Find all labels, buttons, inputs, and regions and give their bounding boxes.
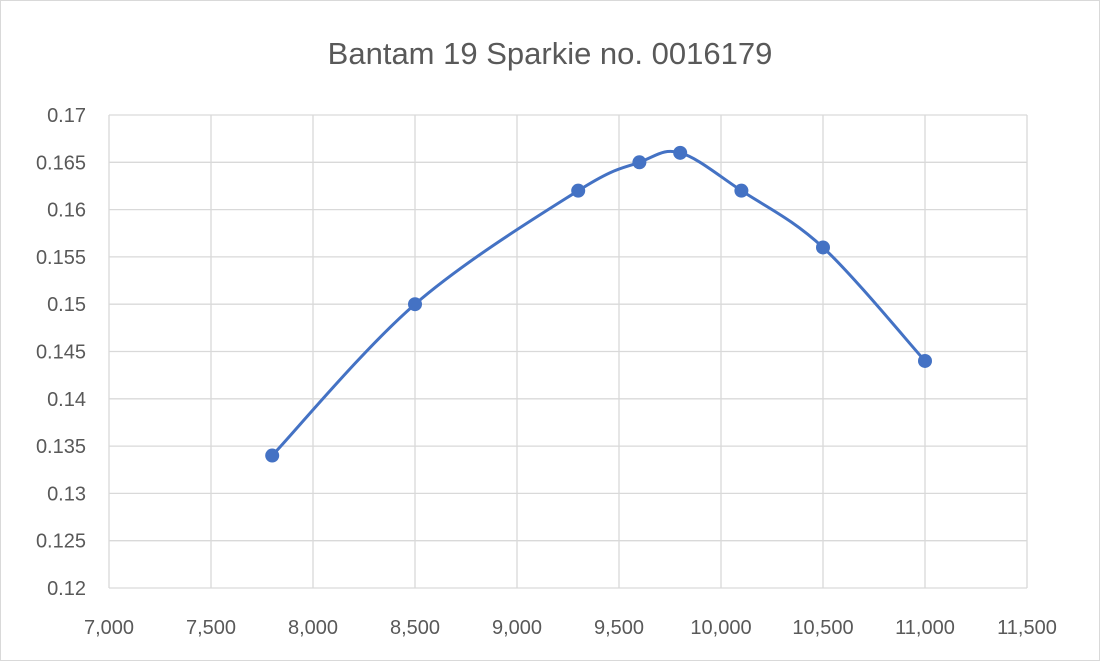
x-tick-label: 10,000 (690, 617, 751, 639)
chart-title: Bantam 19 Sparkie no. 0016179 (328, 36, 773, 71)
y-tick-label: 0.14 (47, 389, 86, 411)
data-point (632, 155, 647, 170)
x-tick-label: 11,500 (997, 617, 1057, 639)
tick-labels: 0.12 0.125 0.13 0.135 0.14 0.145 0.15 0.155 0.16… (36, 105, 1057, 639)
y-tick-label: 0.135 (36, 436, 86, 458)
x-tick-label: 9,000 (492, 617, 542, 639)
x-tick-label: 9,500 (594, 617, 644, 639)
data-point (571, 183, 586, 198)
x-tick-label: 7,500 (186, 617, 236, 639)
y-tick-label: 0.155 (36, 247, 86, 269)
y-tick-label: 0.17 (47, 105, 86, 127)
data-point (734, 183, 749, 198)
series-line (271, 149, 927, 457)
y-tick-label: 0.16 (47, 200, 86, 222)
y-tick-label: 0.15 (47, 294, 86, 316)
gridlines (108, 114, 1028, 589)
y-tick-label: 0.125 (36, 531, 86, 553)
x-tick-label: 11,000 (895, 617, 955, 639)
x-tick-label: 7,000 (84, 617, 134, 639)
y-tick-label: 0.12 (47, 578, 86, 600)
data-point (816, 240, 830, 255)
x-tick-label: 8,000 (288, 617, 338, 639)
data-point (673, 145, 688, 160)
x-tick-label: 10,500 (792, 617, 853, 639)
x-tick-label: 8,500 (390, 617, 440, 639)
y-tick-label: 0.165 (36, 152, 86, 174)
data-point (918, 353, 932, 368)
y-tick-label: 0.145 (36, 342, 86, 364)
y-tick-label: 0.13 (47, 483, 86, 505)
series-layer (265, 145, 932, 463)
data-point (408, 297, 422, 312)
data-point (265, 448, 280, 463)
